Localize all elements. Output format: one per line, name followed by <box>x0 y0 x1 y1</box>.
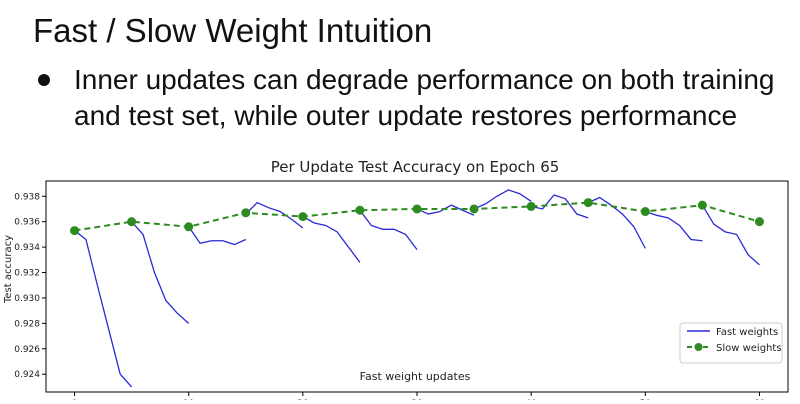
fast-weights-line <box>531 194 589 219</box>
legend: Fast weights Slow weights <box>679 322 783 364</box>
fast-weights-line <box>701 204 760 266</box>
x-tick-label: 40 <box>525 399 537 400</box>
y-tick-label: 0.936 <box>14 218 40 228</box>
legend-box <box>679 322 783 364</box>
fast-weights-line <box>473 189 532 210</box>
bullet-dot-icon <box>38 74 50 86</box>
y-tick-label: 0.924 <box>14 370 40 380</box>
x-tick-label: 60 <box>754 399 766 400</box>
x-tick-label: 0 <box>72 399 78 400</box>
bullet-point: Inner updates can degrade performance on… <box>38 62 778 134</box>
slow-weights-point <box>241 208 251 218</box>
slow-weights-point <box>412 204 422 214</box>
legend-slow-marker <box>694 343 703 351</box>
slide-title: Fast / Slow Weight Intuition <box>33 12 433 49</box>
fast-weights-line <box>131 221 190 324</box>
fast-weights-line <box>302 216 361 263</box>
y-tick-label: 0.930 <box>14 294 40 304</box>
y-tick-label: 0.932 <box>14 269 40 279</box>
slow-weights-point <box>184 222 194 232</box>
y-tick-label: 0.928 <box>14 319 40 329</box>
x-axis-label: Fast weight updates <box>360 370 471 383</box>
slow-weights-point <box>469 204 479 214</box>
y-axis-label: Test accuracy <box>3 235 14 304</box>
fast-weights-line <box>245 201 304 229</box>
chart-title: Per Update Test Accuracy on Epoch 65 <box>271 158 560 176</box>
fast-weights-line <box>645 210 703 242</box>
series-layer <box>70 189 764 388</box>
x-tick-label: 20 <box>297 399 309 400</box>
slow-weights-point <box>127 217 137 227</box>
slow-weights-point <box>298 212 308 222</box>
legend-slow-label: Slow weights <box>716 343 782 354</box>
slow-weights-point <box>355 205 365 215</box>
fast-weights-line <box>188 226 247 246</box>
slow-weights-point <box>526 201 536 211</box>
slow-weights-point <box>754 217 764 227</box>
slow-weights-point <box>583 198 593 208</box>
x-tick-label: 50 <box>640 399 652 400</box>
fast-weights-line <box>74 230 133 388</box>
x-tick-label: 10 <box>183 399 195 400</box>
slow-weights-point <box>697 200 707 210</box>
y-tick-label: 0.938 <box>14 192 40 202</box>
y-tick-label: 0.926 <box>14 345 40 355</box>
bullet-text: Inner updates can degrade performance on… <box>74 64 775 131</box>
slow-weights-point <box>640 207 650 217</box>
accuracy-chart: Per Update Test Accuracy on Epoch 65 0.9… <box>3 158 789 400</box>
legend-fast-label: Fast weights <box>716 327 778 338</box>
slow-weights-point <box>70 226 80 236</box>
fast-weights-line <box>416 204 475 216</box>
y-tick-label: 0.934 <box>14 243 40 253</box>
y-axis: 0.924 0.926 0.928 0.930 0.932 0.934 0.936 0.938 <box>14 192 46 380</box>
x-axis: 0 10 20 30 40 50 60 <box>72 392 766 400</box>
fast-weights-line <box>359 209 418 251</box>
fast-weights-line <box>587 196 646 249</box>
x-tick-label: 30 <box>411 399 423 400</box>
